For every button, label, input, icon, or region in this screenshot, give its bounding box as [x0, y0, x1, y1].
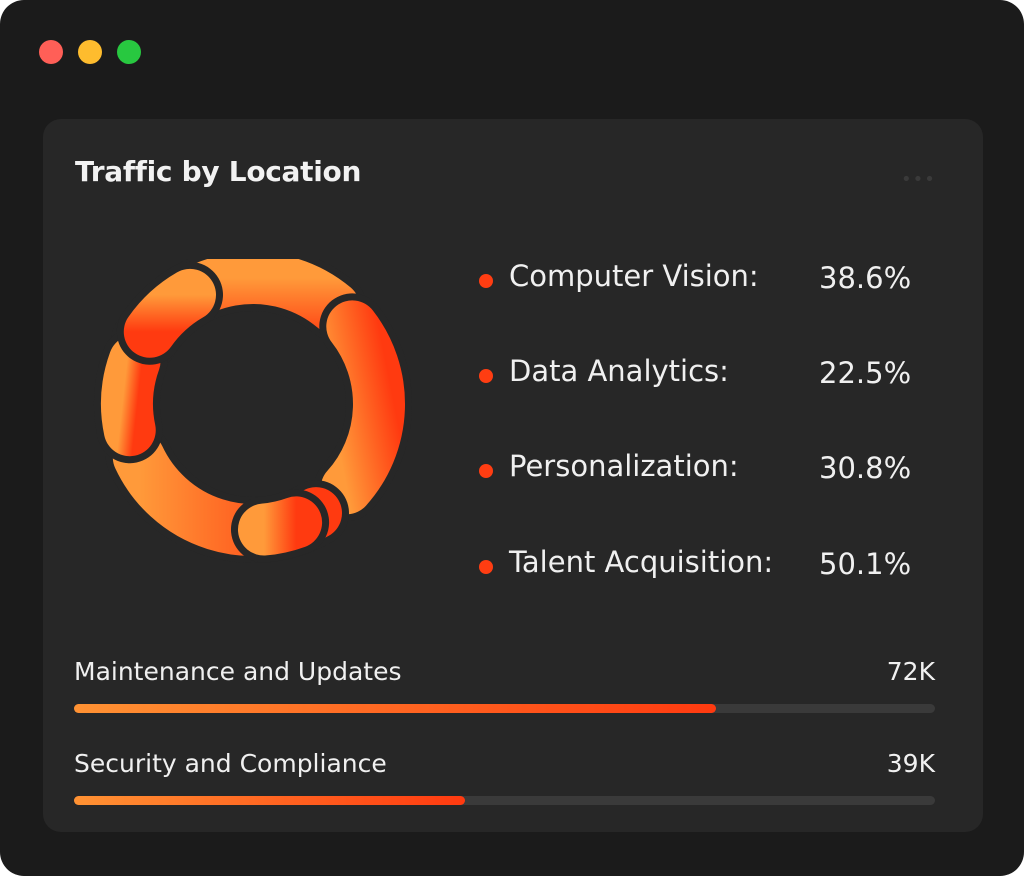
bullet-icon [479, 464, 493, 478]
progress-fill [74, 704, 717, 713]
donut-segment-right [320, 300, 405, 515]
progress-value: 72K [886, 657, 935, 686]
legend-label: Personalization: [509, 449, 739, 483]
progress-value: 39K [886, 749, 935, 778]
traffic-card: Traffic by Location ••• Computer Vision:… [43, 119, 983, 832]
donut-segment-bottom-cap [237, 496, 323, 556]
close-window-button[interactable] [39, 40, 63, 64]
ellipsis-icon[interactable]: ••• [901, 169, 936, 190]
progress-label: Maintenance and Updates [74, 657, 402, 686]
legend-label: Talent Acquisition: [509, 545, 774, 579]
bullet-icon [479, 560, 493, 574]
progress-fill [74, 796, 465, 805]
legend-value: 30.8% [819, 451, 912, 485]
progress-track [74, 796, 935, 805]
maximize-window-button[interactable] [117, 40, 141, 64]
legend-label: Data Analytics: [509, 354, 729, 388]
bullet-icon [479, 274, 493, 288]
card-title: Traffic by Location [75, 155, 362, 188]
legend-value: 50.1% [819, 547, 912, 581]
minimize-window-button[interactable] [78, 40, 102, 64]
donut-segment-top-cap [123, 268, 216, 358]
legend-item: Personalization: 30.8% [479, 449, 939, 489]
legend-value: 22.5% [819, 356, 912, 390]
progress-label: Security and Compliance [74, 749, 387, 778]
legend-label: Computer Vision: [509, 259, 759, 293]
donut-segment-left [101, 334, 161, 457]
donut-chart [94, 259, 412, 563]
legend-value: 38.6% [819, 261, 912, 295]
progress-track [74, 704, 935, 713]
bullet-icon [479, 369, 493, 383]
legend-item: Talent Acquisition: 50.1% [479, 545, 939, 585]
legend-item: Data Analytics: 22.5% [479, 354, 939, 394]
legend-item: Computer Vision: 38.6% [479, 259, 939, 299]
